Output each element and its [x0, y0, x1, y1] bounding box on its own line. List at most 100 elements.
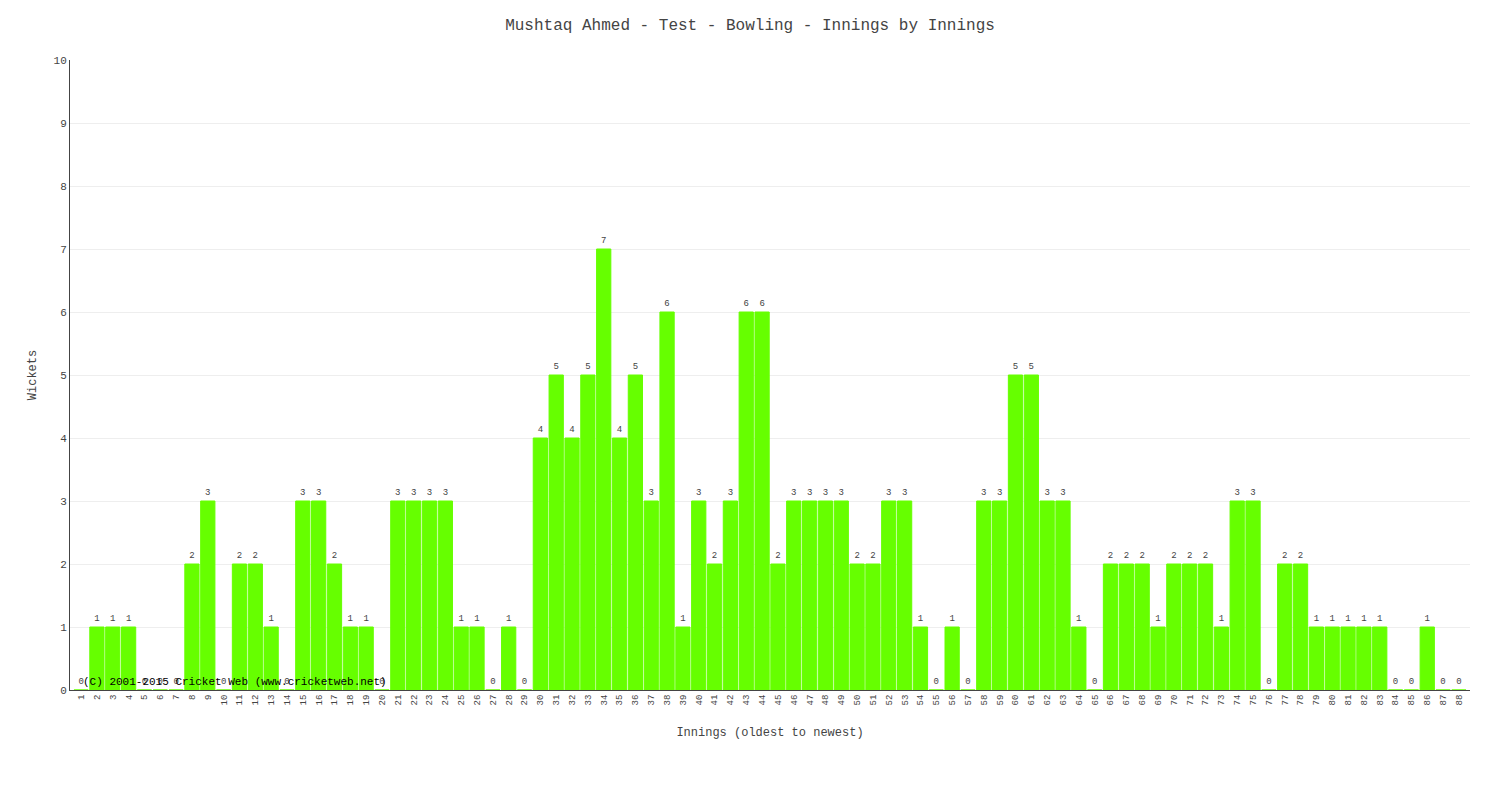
svg-text:1: 1 — [1361, 614, 1366, 624]
svg-text:2: 2 — [1171, 551, 1176, 561]
svg-text:14: 14 — [283, 695, 293, 706]
svg-text:64: 64 — [1075, 695, 1085, 706]
svg-text:88: 88 — [1455, 695, 1465, 706]
svg-text:72: 72 — [1201, 695, 1211, 706]
svg-text:4: 4 — [569, 425, 574, 435]
svg-text:18: 18 — [346, 695, 356, 706]
svg-text:0: 0 — [490, 677, 495, 687]
svg-text:12: 12 — [251, 695, 261, 706]
svg-text:8: 8 — [188, 695, 198, 700]
svg-text:80: 80 — [1328, 695, 1338, 706]
svg-text:45: 45 — [774, 695, 784, 706]
svg-text:1: 1 — [110, 614, 115, 624]
svg-text:55: 55 — [932, 695, 942, 706]
svg-text:28: 28 — [505, 695, 515, 706]
svg-text:2: 2 — [60, 559, 67, 571]
svg-text:59: 59 — [996, 695, 1006, 706]
svg-text:79: 79 — [1312, 695, 1322, 706]
svg-text:71: 71 — [1186, 695, 1196, 706]
svg-text:16: 16 — [315, 695, 325, 706]
svg-text:7: 7 — [172, 695, 182, 700]
svg-text:27: 27 — [489, 695, 499, 706]
svg-text:52: 52 — [885, 695, 895, 706]
svg-text:50: 50 — [853, 695, 863, 706]
svg-text:76: 76 — [1265, 695, 1275, 706]
svg-text:0: 0 — [522, 677, 527, 687]
svg-text:4: 4 — [538, 425, 543, 435]
svg-text:6: 6 — [759, 299, 764, 309]
svg-text:Mushtaq Ahmed - Test - Bowling: Mushtaq Ahmed - Test - Bowling - Innings… — [505, 17, 995, 35]
svg-text:3: 3 — [649, 488, 654, 498]
svg-text:3: 3 — [443, 488, 448, 498]
svg-text:58: 58 — [980, 695, 990, 706]
svg-text:74: 74 — [1233, 695, 1243, 706]
svg-text:7: 7 — [601, 236, 606, 246]
svg-text:11: 11 — [235, 695, 245, 706]
svg-text:81: 81 — [1344, 695, 1354, 706]
svg-text:42: 42 — [726, 695, 736, 706]
svg-text:3: 3 — [411, 488, 416, 498]
svg-text:39: 39 — [679, 695, 689, 706]
svg-text:2: 2 — [1108, 551, 1113, 561]
svg-text:66: 66 — [1106, 695, 1116, 706]
svg-text:13: 13 — [267, 695, 277, 706]
svg-text:3: 3 — [316, 488, 321, 498]
svg-text:85: 85 — [1407, 695, 1417, 706]
svg-text:54: 54 — [916, 695, 926, 706]
svg-text:31: 31 — [552, 695, 562, 706]
svg-text:3: 3 — [109, 695, 119, 700]
svg-text:3: 3 — [997, 488, 1002, 498]
svg-text:2: 2 — [870, 551, 875, 561]
svg-text:5: 5 — [585, 362, 590, 372]
svg-text:0: 0 — [1409, 677, 1414, 687]
svg-text:1: 1 — [506, 614, 511, 624]
svg-text:86: 86 — [1423, 695, 1433, 706]
svg-text:69: 69 — [1154, 695, 1164, 706]
svg-text:0: 0 — [78, 677, 83, 687]
svg-text:6: 6 — [156, 695, 166, 700]
svg-text:2: 2 — [712, 551, 717, 561]
svg-text:4: 4 — [125, 695, 135, 700]
svg-text:1: 1 — [1345, 614, 1350, 624]
svg-text:1: 1 — [1076, 614, 1081, 624]
svg-text:1: 1 — [1314, 614, 1319, 624]
svg-text:1: 1 — [918, 614, 923, 624]
svg-text:63: 63 — [1059, 695, 1069, 706]
svg-text:1: 1 — [1425, 614, 1430, 624]
svg-text:2: 2 — [93, 695, 103, 700]
svg-text:9: 9 — [204, 695, 214, 700]
svg-text:15: 15 — [299, 695, 309, 706]
svg-text:9: 9 — [60, 118, 67, 130]
svg-text:2: 2 — [237, 551, 242, 561]
svg-text:65: 65 — [1091, 695, 1101, 706]
svg-text:46: 46 — [790, 695, 800, 706]
svg-text:3: 3 — [1234, 488, 1239, 498]
svg-text:32: 32 — [568, 695, 578, 706]
svg-text:78: 78 — [1296, 695, 1306, 706]
svg-text:3: 3 — [427, 488, 432, 498]
svg-text:0: 0 — [221, 677, 226, 687]
svg-text:61: 61 — [1027, 695, 1037, 706]
svg-text:3: 3 — [886, 488, 891, 498]
svg-text:8: 8 — [60, 181, 67, 193]
svg-text:1: 1 — [680, 614, 685, 624]
svg-text:41: 41 — [710, 695, 720, 706]
svg-text:10: 10 — [54, 55, 67, 67]
svg-text:2: 2 — [1187, 551, 1192, 561]
svg-text:0: 0 — [965, 677, 970, 687]
svg-text:38: 38 — [663, 695, 673, 706]
svg-text:3: 3 — [60, 496, 67, 508]
svg-text:7: 7 — [60, 244, 67, 256]
svg-text:2: 2 — [1298, 551, 1303, 561]
svg-text:23: 23 — [425, 695, 435, 706]
svg-text:0: 0 — [1440, 677, 1445, 687]
svg-text:6: 6 — [744, 299, 749, 309]
svg-text:3: 3 — [728, 488, 733, 498]
svg-text:62: 62 — [1043, 695, 1053, 706]
svg-text:1: 1 — [1377, 614, 1382, 624]
svg-text:1: 1 — [458, 614, 463, 624]
svg-text:3: 3 — [807, 488, 812, 498]
svg-text:5: 5 — [60, 370, 67, 382]
svg-text:51: 51 — [869, 695, 879, 706]
svg-text:3: 3 — [696, 488, 701, 498]
